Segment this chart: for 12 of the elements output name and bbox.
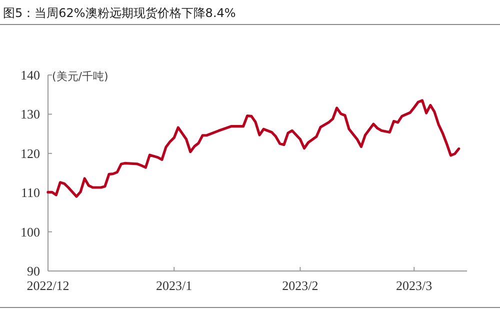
y-axis-title: (美元/千吨) — [52, 70, 108, 83]
chart-title: 图5：当周62%澳粉远期现货价格下降8.4% — [3, 6, 236, 20]
x-tick-label: 2022/12 — [26, 278, 70, 293]
y-tick-label: 140 — [20, 68, 40, 82]
y-tick-label: 110 — [20, 185, 40, 200]
y-tick-label: 130 — [20, 106, 40, 122]
y-tick-label: 120 — [20, 146, 40, 161]
y-tick-label: 90 — [27, 264, 40, 278]
x-tick-label: 2023/2 — [282, 278, 318, 293]
x-tick-label: 2023/1 — [156, 278, 192, 293]
y-tick-label: 100 — [20, 224, 40, 240]
x-tick-label: 2023/3 — [396, 278, 432, 293]
